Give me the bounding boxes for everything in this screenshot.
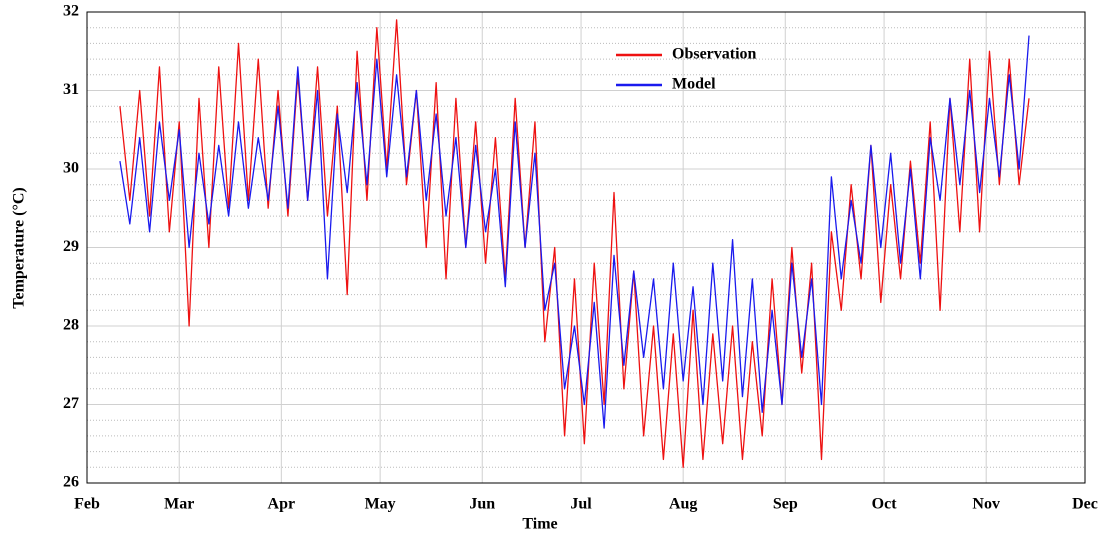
y-axis-label: Temperature (°C) — [11, 187, 28, 308]
series-line — [119, 35, 1030, 429]
y-tick-label: 26 — [63, 474, 79, 491]
x-tick-label: Apr — [268, 496, 296, 513]
x-tick-label: Jul — [570, 496, 592, 513]
x-tick-label: Nov — [972, 496, 1000, 513]
x-tick-label: Mar — [164, 496, 194, 513]
x-tick-label: Jun — [469, 496, 495, 513]
x-tick-label: Oct — [872, 496, 898, 513]
x-tick-label: Aug — [669, 496, 697, 513]
x-tick-label: May — [365, 496, 396, 513]
plot-frame — [86, 11, 1086, 484]
y-tick-label: 29 — [63, 238, 79, 255]
x-tick-label: Feb — [74, 496, 100, 513]
y-tick-label: 27 — [63, 395, 79, 412]
y-tick-label: 31 — [63, 81, 79, 98]
series-line — [119, 19, 1030, 468]
x-tick-label: Dec — [1072, 496, 1098, 513]
y-tick-label: 28 — [63, 317, 79, 334]
x-axis-label: Time — [522, 516, 557, 533]
legend-label: Observation — [672, 46, 757, 63]
y-tick-label: 32 — [63, 3, 79, 20]
y-tick-label: 30 — [63, 160, 79, 177]
x-tick-label: Sep — [773, 496, 798, 513]
legend-label: Model — [672, 76, 716, 93]
